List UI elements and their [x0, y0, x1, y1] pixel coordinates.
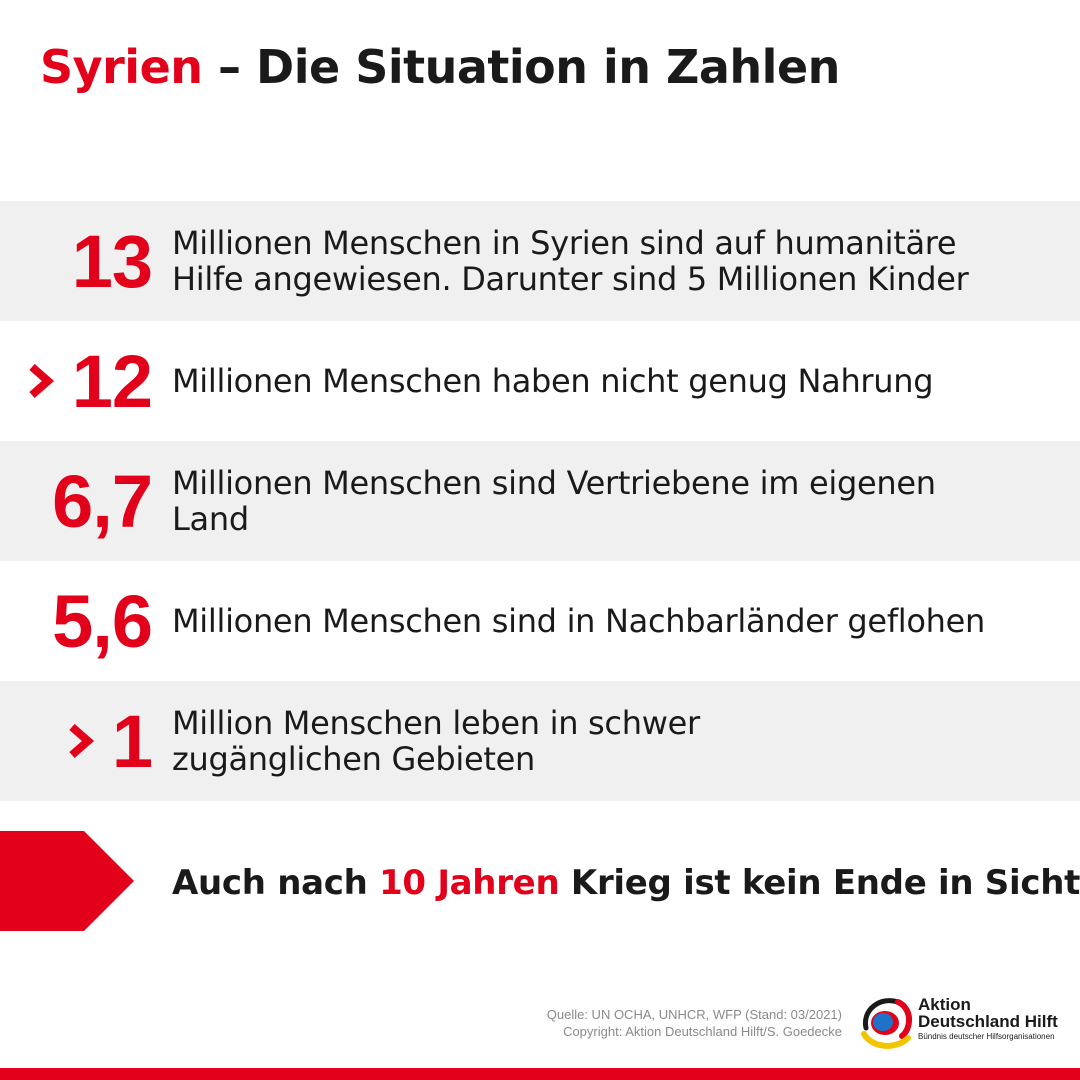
closing-statement: Auch nach 10 Jahren Krieg ist kein Ende … [172, 858, 1080, 908]
stat-row-2: 12 Millionen Menschen haben nicht genug … [0, 321, 1080, 441]
logo-text-line2: Deutschland Hilft [918, 1012, 1058, 1031]
title-highlight: Syrien [40, 40, 203, 94]
stat-number: 1 [66, 681, 153, 801]
stat-line: Hilfe angewiesen. Darunter sind 5 Millio… [172, 260, 969, 298]
stat-row-4: 5,6 Millionen Menschen sind in Nachbarlä… [0, 561, 1080, 681]
page-title: Syrien – Die Situation in Zahlen [40, 38, 840, 96]
stat-description: Millionen Menschen sind Vertriebene im e… [172, 441, 1040, 561]
stat-line: Millionen Menschen in Syrien sind auf hu… [172, 224, 957, 262]
stat-row-3: 6,7 Millionen Menschen sind Vertriebene … [0, 441, 1080, 561]
stat-number: 13 [71, 201, 153, 321]
title-rest: – Die Situation in Zahlen [202, 40, 840, 94]
chevron-right-icon [29, 363, 54, 399]
stat-line: zugänglichen Gebieten [172, 740, 535, 778]
stat-description: Millionen Menschen haben nicht genug Nah… [172, 321, 1040, 441]
logo-tagline: Bündnis deutscher Hilfsorganisationen [918, 1032, 1055, 1041]
stat-value: 12 [71, 339, 153, 423]
stat-line: Millionen Menschen sind Vertriebene im e… [172, 464, 936, 502]
copyright-line: Copyright: Aktion Deutschland Hilft/S. G… [563, 1024, 842, 1039]
stat-description: Millionen Menschen sind in Nachbarländer… [172, 561, 1040, 681]
adh-logo-icon [861, 998, 912, 1049]
closing-highlight: 10 Jahren [379, 863, 560, 903]
stat-row-1: 13 Millionen Menschen in Syrien sind auf… [0, 201, 1080, 321]
bottom-bar [0, 1068, 1080, 1080]
stat-number: 6,7 [52, 441, 153, 561]
closing-text: Auch nach [172, 863, 380, 903]
chevron-right-icon [69, 723, 94, 759]
closing-text: Krieg ist kein Ende in Sicht [559, 863, 1080, 903]
stat-line: Land [172, 500, 249, 538]
stat-value: 13 [71, 219, 153, 303]
stat-number: 5,6 [52, 561, 153, 681]
stat-description: Millionen Menschen in Syrien sind auf hu… [172, 201, 1040, 321]
stat-value: 1 [111, 699, 153, 783]
source-credit: Quelle: UN OCHA, UNHCR, WFP (Stand: 03/2… [547, 1006, 842, 1040]
stat-number: 12 [26, 321, 153, 441]
stat-line: Millionen Menschen sind in Nachbarländer… [172, 602, 986, 640]
stat-value: 5,6 [52, 579, 153, 663]
source-line: Quelle: UN OCHA, UNHCR, WFP (Stand: 03/2… [546, 1007, 842, 1022]
arrow-banner-icon [0, 831, 134, 931]
stat-value: 6,7 [52, 459, 153, 543]
logo-text-line1: Aktion [918, 995, 971, 1014]
logo: Aktion Deutschland Hilft Bündnis deutsch… [858, 994, 1068, 1054]
stat-line: Millionen Menschen haben nicht genug Nah… [172, 362, 934, 400]
stat-description: Million Menschen leben in schwer zugängl… [172, 681, 1040, 801]
stat-row-5: 1 Million Menschen leben in schwer zugän… [0, 681, 1080, 801]
stat-line: Million Menschen leben in schwer [172, 704, 700, 742]
